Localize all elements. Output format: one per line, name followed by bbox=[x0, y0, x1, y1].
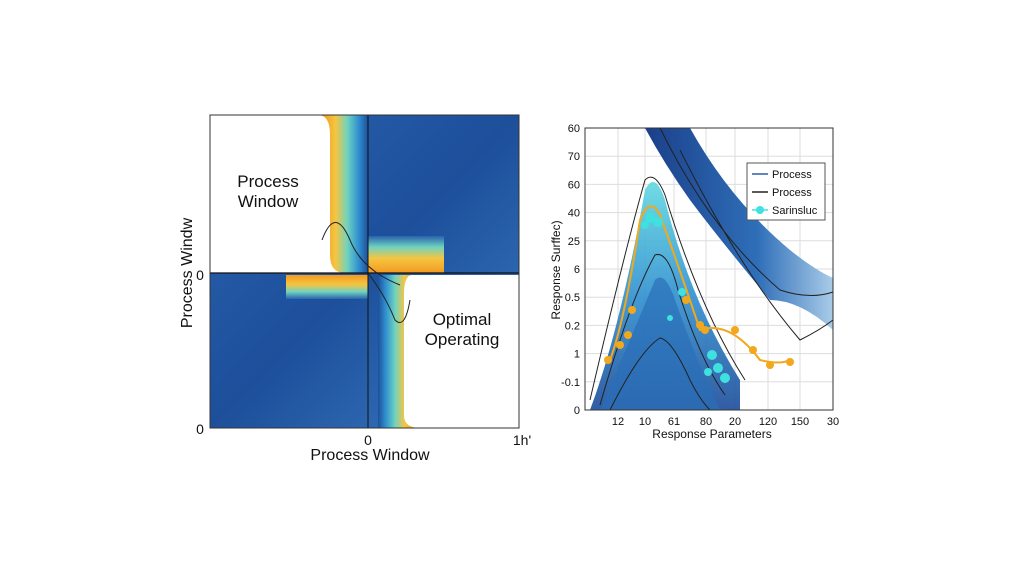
region-box bbox=[210, 115, 345, 273]
point bbox=[667, 315, 673, 321]
x-tick-label: 80 bbox=[700, 416, 712, 428]
curve bbox=[589, 176, 746, 401]
point bbox=[786, 358, 794, 366]
cyan-points bbox=[641, 213, 730, 383]
region-label: Window bbox=[238, 192, 299, 211]
point bbox=[731, 326, 739, 334]
region-label: Operating bbox=[425, 330, 500, 349]
band bbox=[368, 236, 444, 273]
y-tick-label: 70 bbox=[568, 151, 580, 163]
x-axis-label: Process Window bbox=[310, 447, 430, 464]
band bbox=[286, 275, 368, 299]
right-panel: Process Process Sarinsluc Response Surff… bbox=[549, 123, 839, 441]
y-tick-label: 0 bbox=[574, 405, 580, 417]
y-tick-label: 0.2 bbox=[565, 320, 580, 332]
x-tick-label: 0 bbox=[364, 432, 372, 448]
point bbox=[704, 368, 712, 376]
x-tick-label: 10 bbox=[639, 416, 651, 428]
region-label: Optimal bbox=[433, 310, 492, 329]
y-tick-label: 60 bbox=[568, 179, 580, 191]
y-tick-label: 0.5 bbox=[565, 292, 580, 304]
y-tick-label: 40 bbox=[568, 208, 580, 220]
curve bbox=[599, 253, 726, 406]
y-axis-label: Process Windw bbox=[179, 217, 196, 328]
y-tick-label: 1 bbox=[574, 349, 580, 361]
y-tick-label: 0 bbox=[196, 421, 204, 437]
x-axis-label: Response Parameters bbox=[652, 427, 771, 441]
point bbox=[766, 361, 774, 369]
point bbox=[701, 326, 709, 334]
point bbox=[645, 213, 655, 223]
surface bbox=[645, 128, 833, 330]
curve bbox=[679, 149, 834, 341]
point bbox=[653, 217, 663, 227]
y-tick-label: 25 bbox=[568, 236, 580, 248]
point bbox=[720, 373, 730, 383]
x-tick-label: 20 bbox=[729, 416, 741, 428]
region-label: Process bbox=[237, 172, 298, 191]
point bbox=[604, 356, 612, 364]
curve bbox=[609, 337, 711, 411]
point bbox=[682, 296, 690, 304]
orange-points bbox=[604, 296, 794, 369]
y-tick-label: 0 bbox=[196, 267, 204, 283]
curve bbox=[321, 222, 401, 286]
point bbox=[624, 331, 632, 339]
point bbox=[713, 363, 723, 373]
point bbox=[696, 321, 704, 329]
y-axis-label: Response Surffec) bbox=[549, 220, 563, 319]
x-tick-label: 30 bbox=[827, 416, 839, 428]
region-box bbox=[404, 275, 519, 428]
point bbox=[616, 341, 624, 349]
legend-label: Process bbox=[772, 187, 812, 199]
frame bbox=[584, 127, 834, 411]
y-tick-label: -0.1 bbox=[561, 377, 580, 389]
y-tick-label: 60 bbox=[568, 123, 580, 135]
left-panel: Process Window Optimal Operating Process… bbox=[179, 114, 531, 464]
point bbox=[641, 221, 649, 229]
point bbox=[749, 346, 757, 354]
x-tick-label: 12 bbox=[612, 416, 624, 428]
x-tick-label: 120 bbox=[759, 416, 777, 428]
legend-label: Sarinsluc bbox=[772, 205, 818, 217]
x-tick-label: 1h' bbox=[513, 432, 531, 448]
y-tick-label: 6 bbox=[574, 264, 580, 276]
x-tick-label: 61 bbox=[668, 416, 680, 428]
surface bbox=[600, 277, 720, 410]
curve bbox=[367, 272, 411, 323]
point bbox=[678, 288, 686, 296]
curve bbox=[659, 127, 834, 296]
point bbox=[628, 306, 636, 314]
point bbox=[707, 350, 717, 360]
legend-label: Process bbox=[772, 169, 812, 181]
x-tick-label: 150 bbox=[791, 416, 809, 428]
legend-swatch bbox=[756, 206, 764, 214]
orange-path bbox=[609, 205, 791, 364]
